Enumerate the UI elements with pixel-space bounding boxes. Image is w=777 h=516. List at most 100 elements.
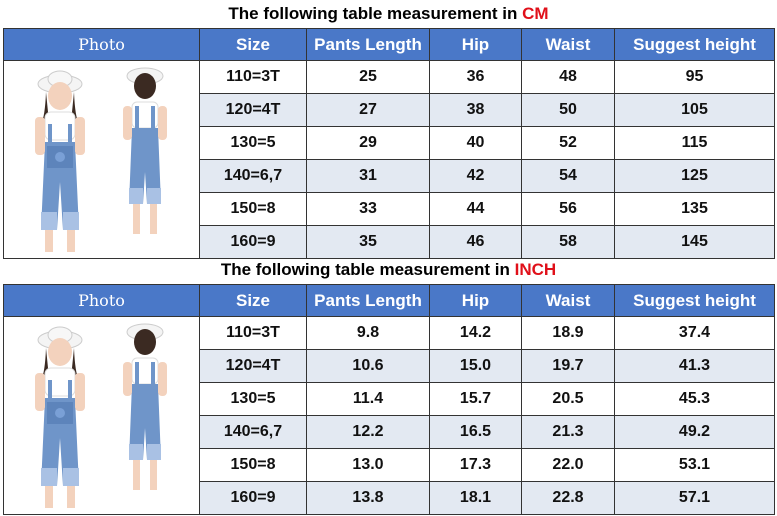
cell-suggest-height: 37.4: [614, 316, 775, 350]
cell-size: 140=6,7: [199, 159, 307, 193]
cell-pants-length: 33: [306, 192, 430, 226]
cm-section: The following table measurement in CM Ph…: [3, 0, 775, 259]
cell-waist: 54: [521, 159, 615, 193]
cell-pants-length: 9.8: [306, 316, 430, 350]
cell-pants-length: 35: [306, 225, 430, 259]
cm-header-row: Photo Size Pants Length Hip Waist Sugges…: [3, 28, 775, 61]
girl-overalls-illustration: [34, 67, 167, 252]
cell-size: 140=6,7: [199, 415, 307, 449]
product-photo-cell: [3, 316, 200, 515]
inch-size-table: Photo Size Pants Length Hip Waist Sugges…: [3, 284, 775, 515]
cell-pants-length: 10.6: [306, 349, 430, 383]
cell-suggest-height: 95: [614, 60, 775, 94]
cell-size: 120=4T: [199, 93, 307, 127]
cell-pants-length: 31: [306, 159, 430, 193]
cell-size: 130=5: [199, 126, 307, 160]
cell-pants-length: 13.8: [306, 481, 430, 515]
cell-waist: 18.9: [521, 316, 615, 350]
cell-size: 110=3T: [199, 60, 307, 94]
cell-size: 150=8: [199, 192, 307, 226]
table-row: 140=6,7 12.2 16.5 21.3 49.2: [4, 415, 775, 449]
header-photo: Photo: [3, 28, 200, 61]
cell-hip: 36: [429, 60, 522, 94]
cell-pants-length: 11.4: [306, 382, 430, 416]
table-row: 160=9 35 46 58 145: [4, 225, 775, 259]
inch-title-prefix: The following table measurement in: [220, 260, 510, 279]
table-row: 110=3T 9.8 14.2 18.9 37.4: [3, 316, 775, 515]
table-row: 110=3T 25 36 48 95: [3, 60, 775, 259]
cell-suggest-height: 125: [614, 159, 775, 193]
cm-size-table: Photo Size Pants Length Hip Waist Sugges…: [3, 28, 775, 259]
cell-pants-length: 12.2: [306, 415, 430, 449]
product-photo-cell: [3, 60, 200, 259]
table-row: 120=4T 27 38 50 105: [4, 93, 775, 127]
cm-title-prefix: The following table measurement in: [228, 4, 518, 23]
cell-suggest-height: 45.3: [614, 382, 775, 416]
header-hip: Hip: [429, 28, 522, 61]
cm-unit-label: CM: [522, 4, 549, 23]
cell-pants-length: 29: [306, 126, 430, 160]
inch-section: The following table measurement in INCH …: [3, 256, 775, 515]
cell-hip: 15.7: [429, 382, 522, 416]
header-waist: Waist: [521, 284, 615, 317]
cell-waist: 50: [521, 93, 615, 127]
girl-overalls-illustration: [34, 323, 167, 508]
product-photo: [4, 62, 199, 258]
cell-hip: 17.3: [429, 448, 522, 482]
header-pants-length: Pants Length: [306, 28, 430, 61]
cell-size: 130=5: [199, 382, 307, 416]
cell-size: 160=9: [199, 481, 307, 515]
table-row: 150=8 33 44 56 135: [4, 192, 775, 226]
table-row: 130=5 29 40 52 115: [4, 126, 775, 160]
table-row: 160=9 13.8 18.1 22.8 57.1: [4, 481, 775, 515]
header-size: Size: [199, 28, 307, 61]
header-photo: Photo: [3, 284, 200, 317]
cell-waist: 58: [521, 225, 615, 259]
cell-hip: 14.2: [429, 316, 522, 350]
cell-suggest-height: 135: [614, 192, 775, 226]
cell-hip: 38: [429, 93, 522, 127]
table-row: 150=8 13.0 17.3 22.0 53.1: [4, 448, 775, 482]
cell-hip: 42: [429, 159, 522, 193]
cell-waist: 52: [521, 126, 615, 160]
inch-header-row: Photo Size Pants Length Hip Waist Sugges…: [3, 284, 775, 317]
cell-waist: 21.3: [521, 415, 615, 449]
cell-waist: 22.0: [521, 448, 615, 482]
cell-hip: 40: [429, 126, 522, 160]
table-row: 120=4T 10.6 15.0 19.7 41.3: [4, 349, 775, 383]
cell-waist: 19.7: [521, 349, 615, 383]
cm-table-title: The following table measurement in CM: [3, 0, 774, 28]
cell-hip: 46: [429, 225, 522, 259]
cell-suggest-height: 41.3: [614, 349, 775, 383]
cell-pants-length: 13.0: [306, 448, 430, 482]
cell-suggest-height: 105: [614, 93, 775, 127]
cell-hip: 18.1: [429, 481, 522, 515]
inch-table-title: The following table measurement in INCH: [3, 256, 774, 284]
cell-size: 120=4T: [199, 349, 307, 383]
cell-suggest-height: 145: [614, 225, 775, 259]
cell-size: 160=9: [199, 225, 307, 259]
cell-size: 150=8: [199, 448, 307, 482]
cell-hip: 16.5: [429, 415, 522, 449]
inch-unit-label: INCH: [514, 260, 557, 279]
cell-waist: 48: [521, 60, 615, 94]
header-size: Size: [199, 284, 307, 317]
cell-waist: 20.5: [521, 382, 615, 416]
cell-size: 110=3T: [199, 316, 307, 350]
cell-waist: 56: [521, 192, 615, 226]
product-photo: [4, 318, 199, 514]
header-suggest-height: Suggest height: [614, 284, 775, 317]
cell-suggest-height: 57.1: [614, 481, 775, 515]
header-waist: Waist: [521, 28, 615, 61]
cell-pants-length: 25: [306, 60, 430, 94]
cell-suggest-height: 115: [614, 126, 775, 160]
cell-hip: 44: [429, 192, 522, 226]
header-pants-length: Pants Length: [306, 284, 430, 317]
header-hip: Hip: [429, 284, 522, 317]
cell-pants-length: 27: [306, 93, 430, 127]
cell-suggest-height: 49.2: [614, 415, 775, 449]
cell-waist: 22.8: [521, 481, 615, 515]
cell-hip: 15.0: [429, 349, 522, 383]
header-suggest-height: Suggest height: [614, 28, 775, 61]
cell-suggest-height: 53.1: [614, 448, 775, 482]
